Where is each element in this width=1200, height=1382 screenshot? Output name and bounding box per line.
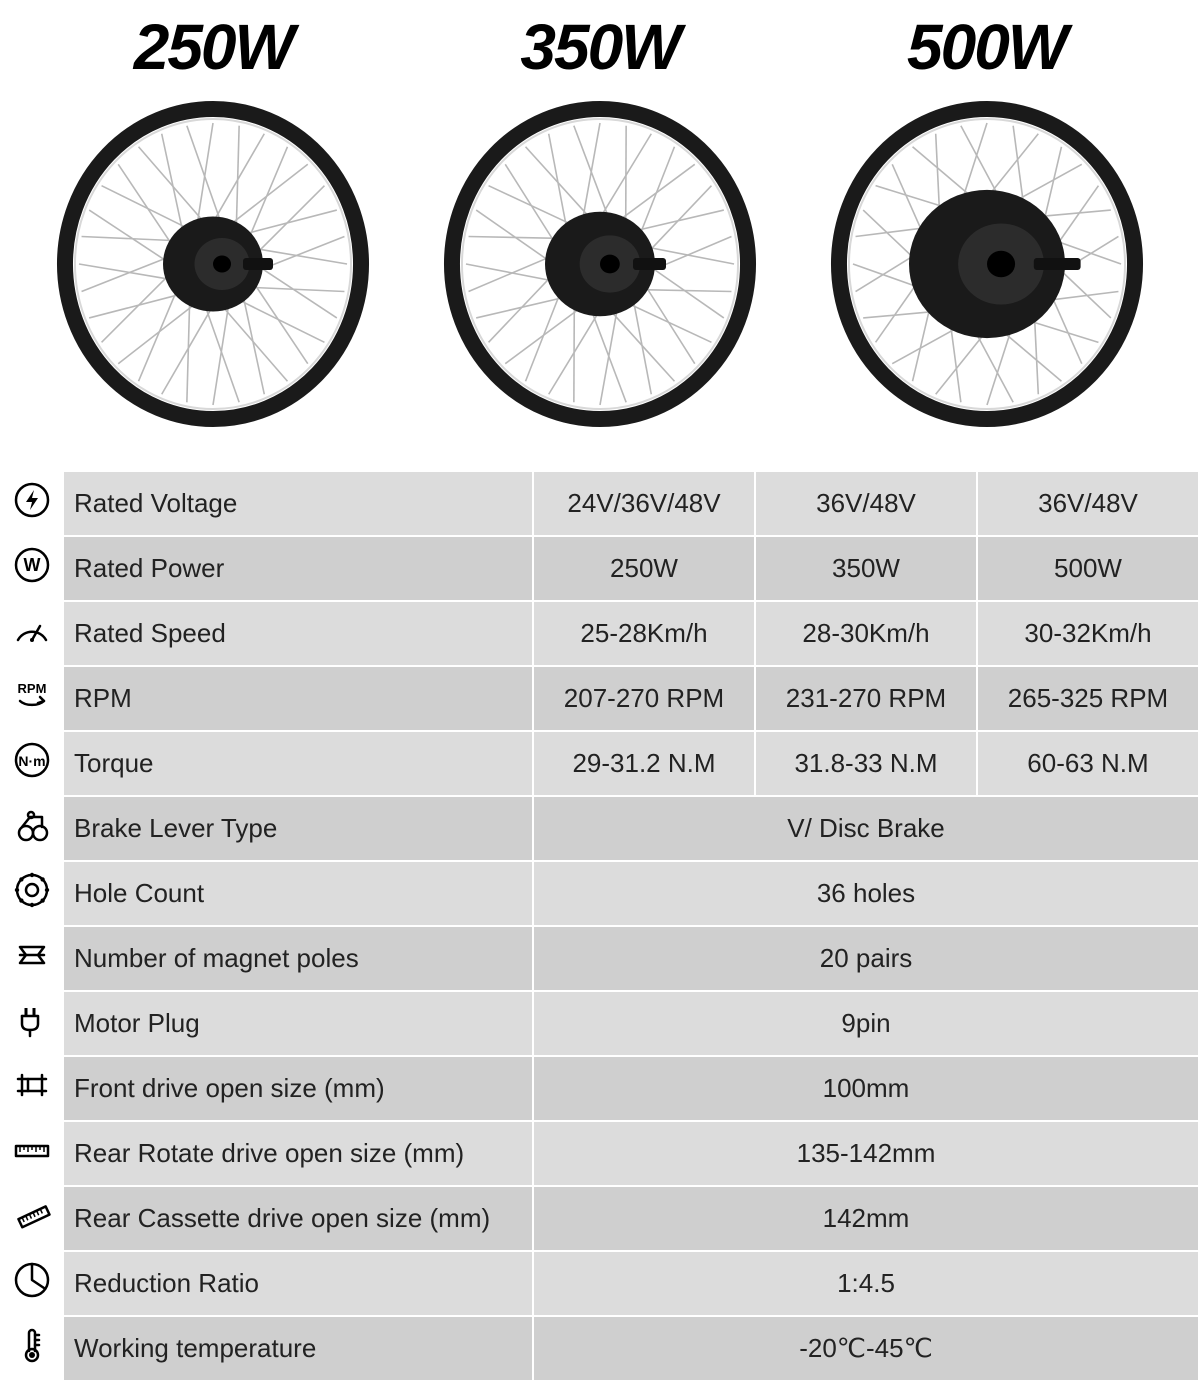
spec-label: Torque xyxy=(63,731,533,796)
spec-label: RPM xyxy=(63,666,533,731)
spec-label: Motor Plug xyxy=(63,991,533,1056)
table-row: Rear Rotate drive open size (mm)135-142m… xyxy=(1,1121,1199,1186)
wheel-image-350w xyxy=(430,89,770,429)
table-row: Number of magnet poles20 pairs xyxy=(1,926,1199,991)
hole-icon xyxy=(1,861,63,926)
spec-value: 500W xyxy=(977,536,1199,601)
spec-value: 30-32Km/h xyxy=(977,601,1199,666)
wheel-col-250w: 250W xyxy=(23,10,403,434)
wheel-title: 350W xyxy=(410,10,790,84)
spec-label: Rated Power xyxy=(63,536,533,601)
voltage-icon xyxy=(1,471,63,536)
spec-value: 207-270 RPM xyxy=(533,666,755,731)
temp-icon xyxy=(1,1316,63,1381)
torque-icon: N·m xyxy=(1,731,63,796)
spec-value: 29-31.2 N.M xyxy=(533,731,755,796)
spec-value: 36V/48V xyxy=(755,471,977,536)
spec-label: Reduction Ratio xyxy=(63,1251,533,1316)
spec-value: 20 pairs xyxy=(533,926,1199,991)
table-row: N·m Torque29-31.2 N.M31.8-33 N.M60-63 N.M xyxy=(1,731,1199,796)
spec-value: 9pin xyxy=(533,991,1199,1056)
spec-label: Hole Count xyxy=(63,861,533,926)
spec-label: Front drive open size (mm) xyxy=(63,1056,533,1121)
svg-text:RPM: RPM xyxy=(18,681,47,696)
caliper-icon xyxy=(1,1056,63,1121)
spec-value: 36V/48V xyxy=(977,471,1199,536)
table-row: Hole Count36 holes xyxy=(1,861,1199,926)
spec-table: Rated Voltage24V/36V/48V36V/48V36V/48VWR… xyxy=(0,470,1200,1382)
spec-value: 25-28Km/h xyxy=(533,601,755,666)
wheel-col-350w: 350W xyxy=(410,10,790,434)
ruler-d-icon xyxy=(1,1186,63,1251)
spec-value: 24V/36V/48V xyxy=(533,471,755,536)
rpm-icon: RPM xyxy=(1,666,63,731)
spec-value: 350W xyxy=(755,536,977,601)
spec-label: Rated Voltage xyxy=(63,471,533,536)
table-row: Motor Plug9pin xyxy=(1,991,1199,1056)
spec-label: Rear Cassette drive open size (mm) xyxy=(63,1186,533,1251)
spec-label: Rated Speed xyxy=(63,601,533,666)
spec-label: Working temperature xyxy=(63,1316,533,1381)
wheel-title: 500W xyxy=(797,10,1177,84)
table-row: Working temperature-20℃-45℃ xyxy=(1,1316,1199,1381)
spec-value: 265-325 RPM xyxy=(977,666,1199,731)
brake-icon xyxy=(1,796,63,861)
spec-value: 135-142mm xyxy=(533,1121,1199,1186)
spec-value: 28-30Km/h xyxy=(755,601,977,666)
magnet-icon xyxy=(1,926,63,991)
wheel-col-500w: 500W xyxy=(797,10,1177,434)
table-row: Front drive open size (mm)100mm xyxy=(1,1056,1199,1121)
wheel-image-500w xyxy=(817,89,1157,429)
wheel-title: 250W xyxy=(23,10,403,84)
spec-value: 60-63 N.M xyxy=(977,731,1199,796)
spec-value: 1:4.5 xyxy=(533,1251,1199,1316)
spec-value: 231-270 RPM xyxy=(755,666,977,731)
ratio-icon xyxy=(1,1251,63,1316)
spec-value: 142mm xyxy=(533,1186,1199,1251)
plug-icon xyxy=(1,991,63,1056)
wheel-image-250w xyxy=(43,89,383,429)
table-row: Rated Voltage24V/36V/48V36V/48V36V/48V xyxy=(1,471,1199,536)
spec-value: 100mm xyxy=(533,1056,1199,1121)
spec-value: 31.8-33 N.M xyxy=(755,731,977,796)
spec-value: -20℃-45℃ xyxy=(533,1316,1199,1381)
wheels-header: 250W 350W 500W xyxy=(0,0,1200,470)
ruler-h-icon xyxy=(1,1121,63,1186)
table-row: Brake Lever TypeV/ Disc Brake xyxy=(1,796,1199,861)
spec-value: V/ Disc Brake xyxy=(533,796,1199,861)
spec-label: Brake Lever Type xyxy=(63,796,533,861)
speed-icon xyxy=(1,601,63,666)
power-icon: W xyxy=(1,536,63,601)
table-row: Rear Cassette drive open size (mm)142mm xyxy=(1,1186,1199,1251)
table-row: RPMRPM207-270 RPM231-270 RPM265-325 RPM xyxy=(1,666,1199,731)
table-row: Reduction Ratio1:4.5 xyxy=(1,1251,1199,1316)
svg-text:W: W xyxy=(24,555,41,575)
spec-label: Number of magnet poles xyxy=(63,926,533,991)
spec-label: Rear Rotate drive open size (mm) xyxy=(63,1121,533,1186)
spec-value: 250W xyxy=(533,536,755,601)
table-row: W Rated Power250W350W500W xyxy=(1,536,1199,601)
table-row: Rated Speed25-28Km/h28-30Km/h30-32Km/h xyxy=(1,601,1199,666)
spec-value: 36 holes xyxy=(533,861,1199,926)
svg-text:N·m: N·m xyxy=(18,753,45,769)
